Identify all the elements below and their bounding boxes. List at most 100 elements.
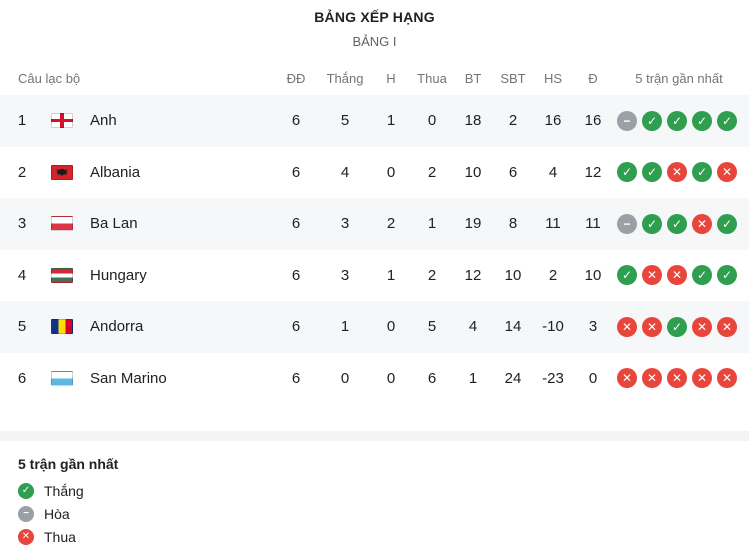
group-subtitle: BẢNG I [352,34,397,49]
win-icon: ✓ [692,162,712,183]
stat-played: 6 [291,266,301,284]
loss-icon: ✕ [667,162,687,183]
win-icon: ✓ [692,265,712,286]
recent-form: ✕ ✕ ✕ ✕ ✕ [613,368,749,389]
hungary-flag-icon [51,267,73,283]
stat-points: 10 [584,266,602,284]
team-name: Ba Lan [90,215,138,233]
stat-lost: 1 [427,215,437,233]
stat-lost: 6 [427,369,437,387]
stat-played: 6 [291,112,301,130]
loss-icon: ✕ [717,162,737,183]
stat-goal-diff: -10 [542,318,564,336]
stat-won: 1 [340,318,350,336]
legend-item-loss: ✕ Thua [18,529,731,545]
team-row[interactable]: 4 Hungary 6 3 1 2 12 10 2 10 ✓ ✕ ✕ ✓ ✓ [0,249,749,301]
stat-won: 0 [340,369,350,387]
table-body: 1 Anh 6 5 1 0 18 2 16 16− ✓ ✓ ✓ ✓ 2 Albania 6 4 0 2 10 6 4 12 ✓ ✓… [0,95,749,404]
stat-points: 0 [588,369,598,387]
team-name: San Marino [90,369,167,387]
stat-won: 3 [340,215,350,233]
stat-played: 6 [291,215,301,233]
win-icon: ✓ [18,483,34,499]
draw-icon: − [617,110,637,131]
team-row[interactable]: 3 Ba Lan 6 3 2 1 19 8 11 11− ✓ ✓ ✕ ✓ [0,198,749,250]
position-number: 6 [17,369,27,387]
legend-item-win: ✓ Thắng [18,483,731,499]
stat-goal-diff: 4 [548,163,558,181]
loss-icon: ✕ [667,368,687,389]
win-icon: ✓ [617,162,637,183]
win-icon: ✓ [642,213,662,234]
stat-points: 16 [584,112,602,130]
stat-goal-diff: 16 [544,112,562,130]
team-name: Hungary [90,266,147,284]
section-divider [0,431,749,441]
win-icon: ✓ [617,265,637,286]
stat-played: 6 [291,369,301,387]
win-icon: ✓ [717,265,737,286]
stat-goals-for: 19 [464,215,482,233]
stat-won: 5 [340,112,350,130]
team-row[interactable]: 1 Anh 6 5 1 0 18 2 16 16− ✓ ✓ ✓ ✓ [0,95,749,147]
stat-drawn: 0 [386,318,396,336]
stat-goals-for: 10 [464,163,482,181]
england-flag-icon [51,113,73,129]
stat-goals-against: 24 [504,369,522,387]
win-icon: ✓ [642,110,662,131]
team-row[interactable]: 5 Andorra 6 1 0 5 4 14 -10 3 ✕ ✕ ✓ ✕ ✕ [0,301,749,353]
loss-icon: ✕ [717,368,737,389]
stat-goals-against: 14 [504,318,522,336]
legend-label: Hòa [44,506,70,522]
recent-form: ✓ ✕ ✕ ✓ ✓ [613,265,749,286]
win-icon: ✓ [692,110,712,131]
loss-icon: ✕ [692,213,712,234]
stat-lost: 2 [427,266,437,284]
loss-icon: ✕ [667,265,687,286]
draw-icon: − [617,213,637,234]
column-header-won: Thắng [326,70,364,86]
recent-form: − ✓ ✓ ✕ ✓ [613,213,749,234]
win-icon: ✓ [667,213,687,234]
albania-flag-icon [51,164,73,180]
recent-form: ✕ ✕ ✓ ✕ ✕ [613,316,749,337]
stat-won: 3 [340,266,350,284]
stat-played: 6 [291,318,301,336]
legend-items: ✓ Thắng − Hòa ✕ Thua [18,483,731,545]
team-row[interactable]: 2 Albania 6 4 0 2 10 6 4 12 ✓ ✓ ✕ ✓ ✕ [0,146,749,198]
stat-goals-for: 4 [468,318,478,336]
recent-form: ✓ ✓ ✕ ✓ ✕ [613,162,749,183]
team-name: Anh [90,112,117,130]
stat-lost: 5 [427,318,437,336]
stat-goals-for: 12 [464,266,482,284]
team-row[interactable]: 6 San Marino 6 0 0 6 1 24 -23 0 ✕ ✕ ✕ ✕ ✕ [0,352,749,404]
stat-points: 12 [584,163,602,181]
column-header-lost: Thua [417,70,447,86]
recent-form: − ✓ ✓ ✓ ✓ [613,110,749,131]
stat-drawn: 0 [386,163,396,181]
legend-label: Thua [44,529,76,545]
page-title: BẢNG XẾP HẠNG [314,9,435,25]
win-icon: ✓ [667,110,687,131]
loss-icon: ✕ [617,316,637,337]
stat-drawn: 2 [386,215,396,233]
loss-icon: ✕ [642,316,662,337]
loss-icon: ✕ [642,368,662,389]
win-icon: ✓ [717,110,737,131]
stat-goal-diff: 11 [545,215,561,233]
form-legend: 5 trận gần nhất ✓ Thắng − Hòa ✕ Thua [0,441,749,545]
column-header-points: Đ [588,70,598,86]
legend-title: 5 trận gần nhất [18,456,119,472]
stat-goal-diff: -23 [542,369,564,387]
team-name: Andorra [90,318,144,336]
stat-goals-against: 2 [508,112,518,130]
san-marino-flag-icon [51,370,73,386]
column-header-form: 5 trận gần nhất [635,70,723,86]
loss-icon: ✕ [18,529,34,545]
stat-goals-against: 6 [508,163,518,181]
stat-goals-for: 18 [464,112,482,130]
loss-icon: ✕ [642,265,662,286]
poland-flag-icon [51,216,73,232]
win-icon: ✓ [717,213,737,234]
